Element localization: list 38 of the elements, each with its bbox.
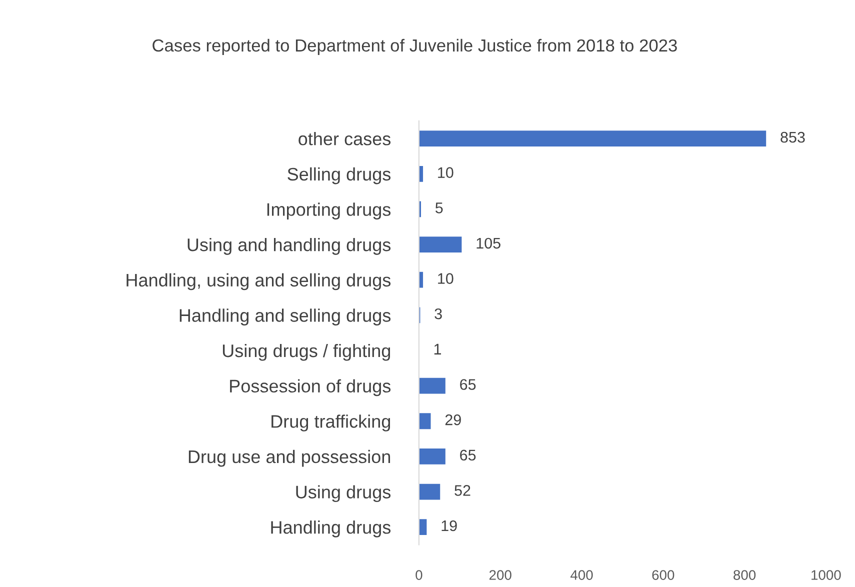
y-tick-label: Drug trafficking	[272, 414, 390, 432]
data-label: 19	[442, 520, 457, 532]
x-tick-label: 400	[570, 570, 593, 580]
x-tick-label: 200	[489, 570, 512, 580]
y-tick-label: Using and handling drugs	[188, 238, 391, 255]
y-tick-label: Importing drugs	[267, 202, 391, 220]
x-tick-label: 1000	[812, 570, 841, 580]
bar	[418, 448, 446, 464]
y-tick-label: Using drugs	[296, 485, 391, 502]
bar	[418, 236, 462, 252]
x-tick-label: 600	[652, 570, 674, 580]
y-tick-label: Handling drugs	[271, 520, 391, 538]
y-tick-label: Handling and selling drugs	[180, 308, 391, 326]
chart-title: Cases reported to Department of Juvenile Justice from 2018 to 2023	[152, 38, 677, 56]
data-label: 65	[460, 379, 476, 390]
data-label: 853	[780, 132, 805, 143]
y-tick-label: Selling drugs	[288, 167, 391, 184]
y-tick-label: Drug use and possession	[188, 450, 390, 467]
bar	[418, 413, 431, 430]
bar	[418, 519, 427, 536]
y-tick-label: Possession of drugs	[230, 379, 391, 396]
y-tick-label: Using drugs / fighting	[222, 344, 390, 361]
data-label: 10	[438, 167, 454, 178]
data-label: 10	[438, 273, 454, 284]
data-label: 5	[435, 202, 443, 214]
y-tick-label: Handling, using and selling drugs	[126, 273, 391, 290]
data-label: 65	[460, 450, 476, 461]
bar	[418, 130, 766, 147]
x-tick-label: 800	[734, 570, 756, 580]
data-label: 29	[445, 414, 461, 426]
data-label: 105	[476, 238, 500, 249]
bar	[418, 484, 440, 500]
x-tick-label: 0	[416, 570, 422, 580]
data-label: 3	[434, 308, 442, 320]
bar	[418, 378, 446, 394]
data-label: 52	[454, 485, 470, 496]
data-label: 1	[434, 344, 441, 354]
y-tick-label: other cases	[298, 132, 391, 146]
